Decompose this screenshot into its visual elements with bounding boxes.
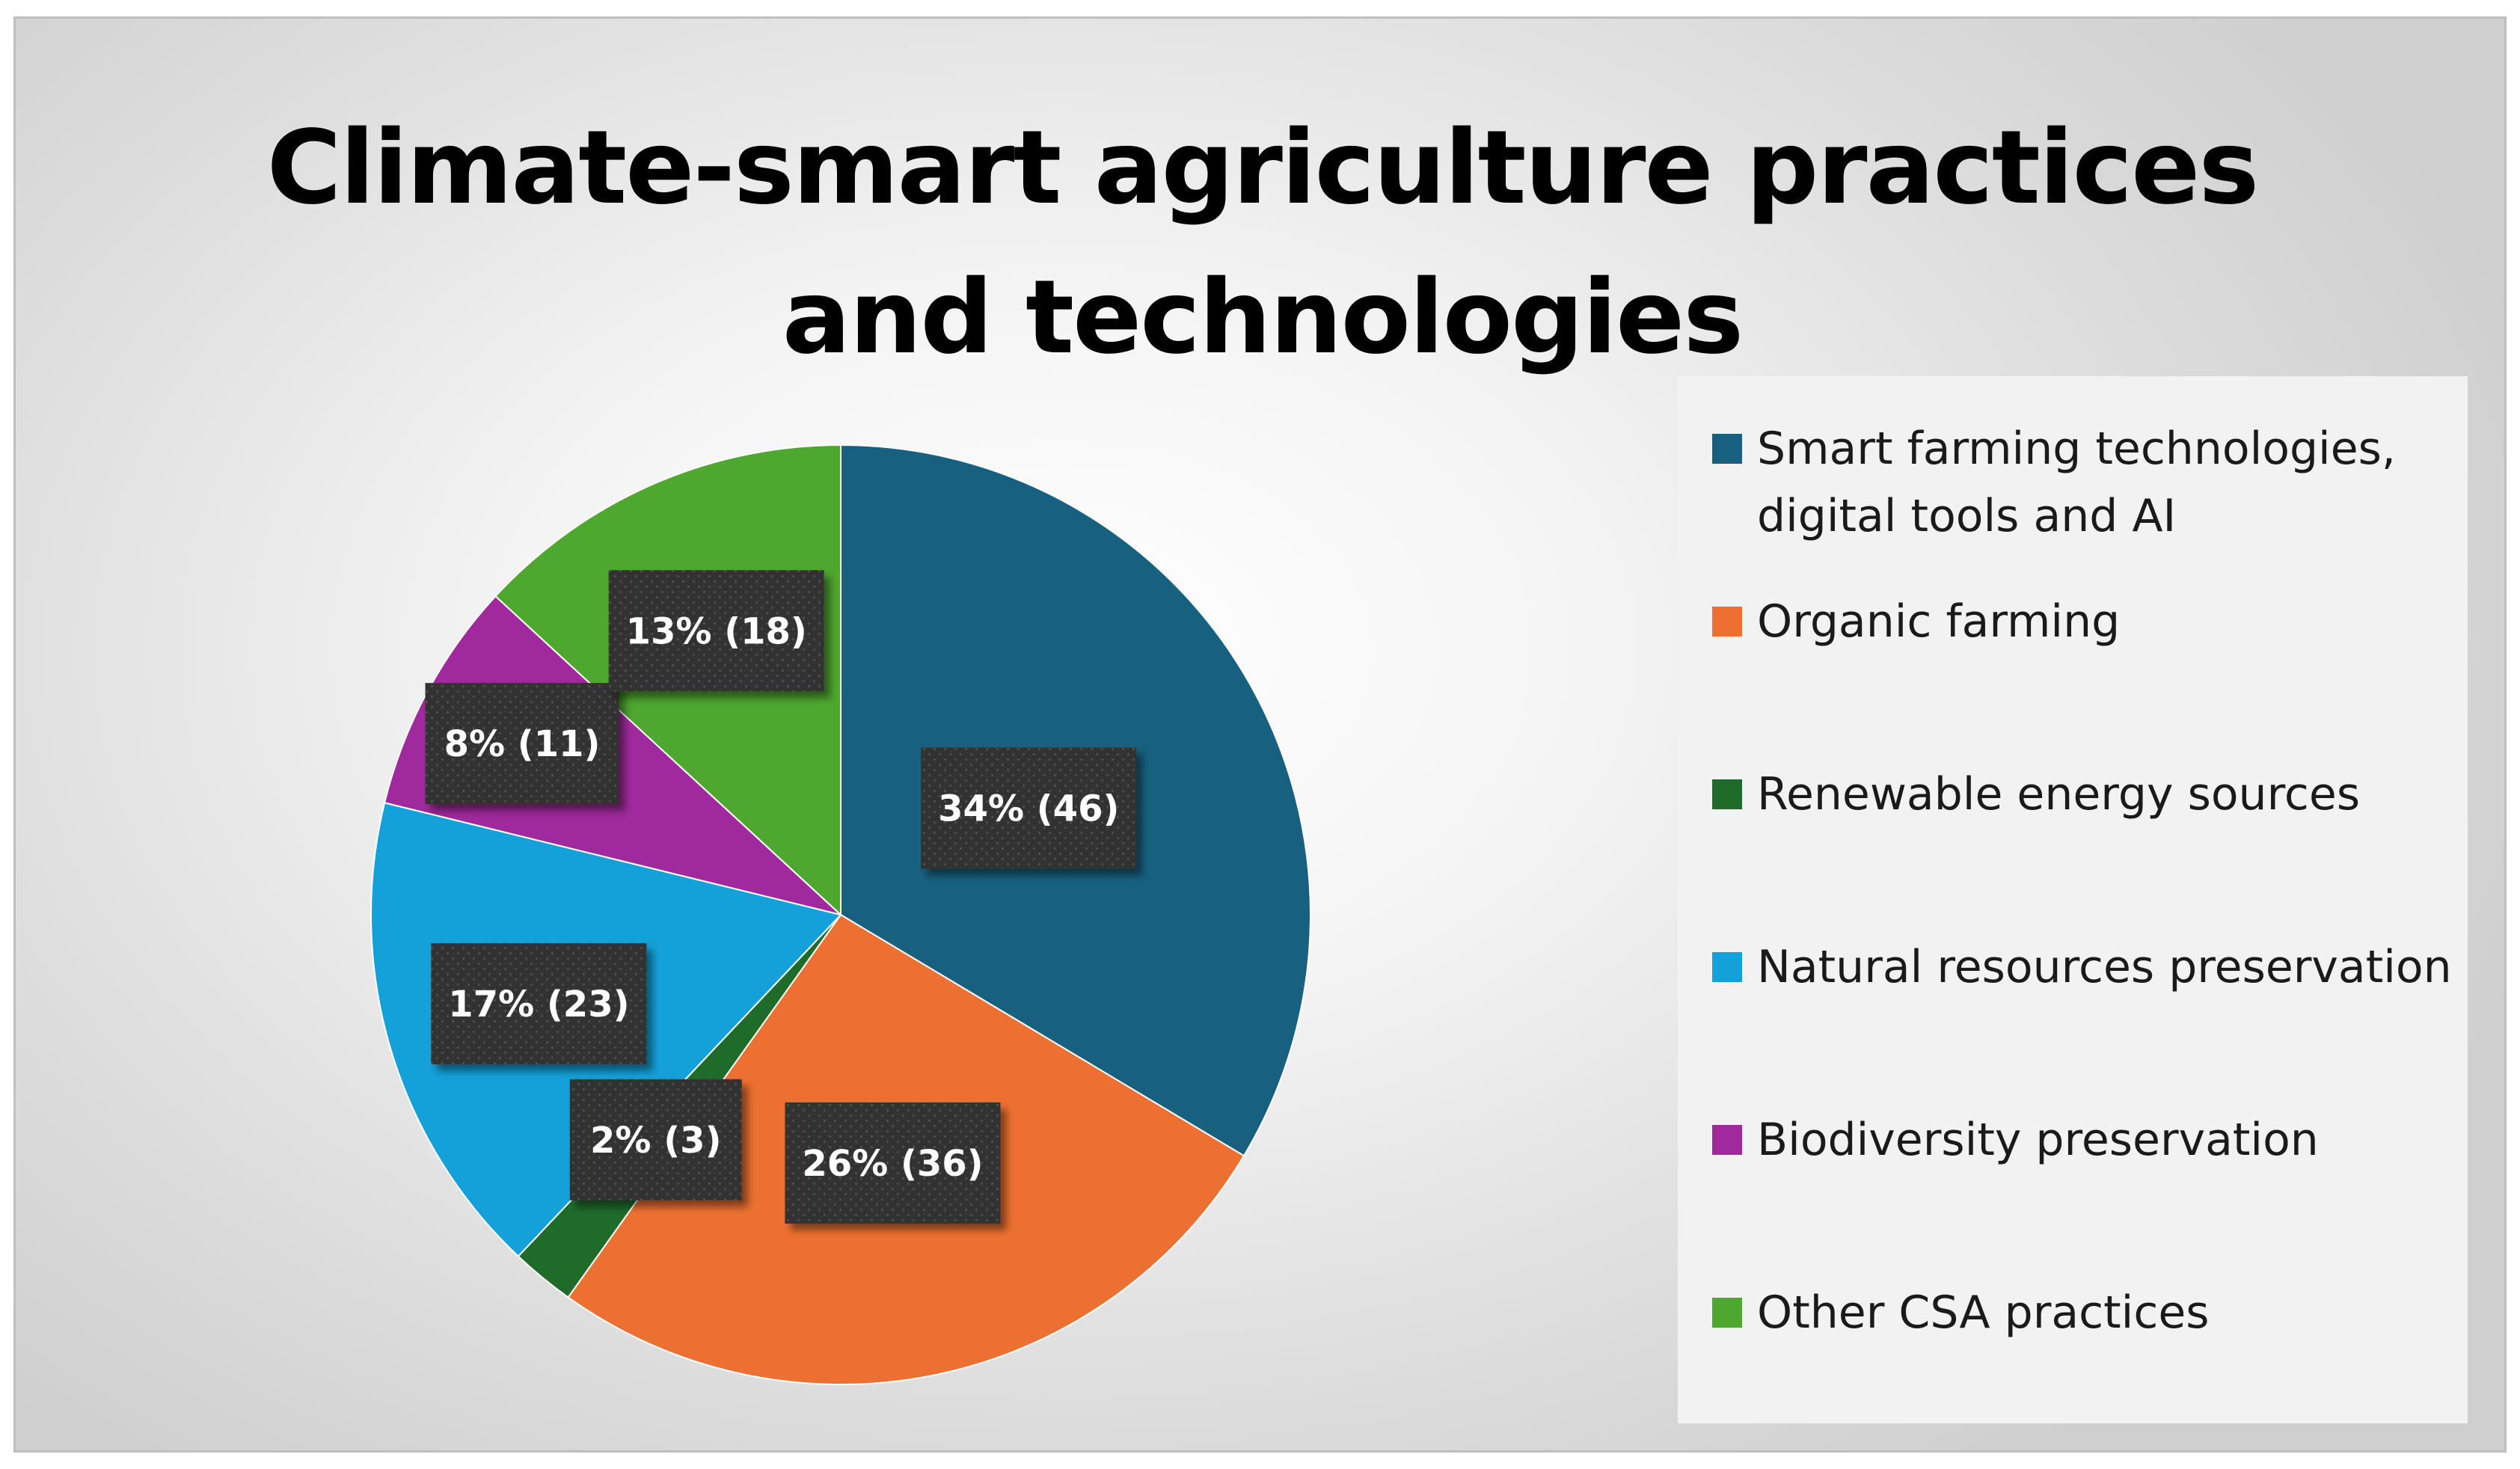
data-label-box (785, 1102, 1001, 1224)
pie-data-labels: 34% (46) 26% (36) 2% (3) 17% (23) 8% (11) 13%… (425, 570, 1137, 1224)
chart-title-line-2: and technologies (782, 259, 1744, 377)
data-label-text: 17% (23) (448, 984, 629, 1025)
legend-label: Natural resources preservation (1757, 941, 2452, 993)
data-label-box (608, 570, 824, 692)
data-label-text: 34% (46) (938, 788, 1119, 829)
legend-item-renewable-energy: Renewable energy sources (1712, 761, 2475, 828)
legend-swatch (1712, 607, 1742, 637)
data-label-text: 13% (18) (626, 610, 807, 652)
chart-frame: Climate-smart agriculture practices and … (13, 16, 2507, 1453)
data-label-4: 8% (11) (425, 683, 619, 805)
pie-chart: 34% (46) 26% (36) 2% (3) 17% (23) 8% (11) 13%… (370, 444, 1311, 1385)
data-label-3: 17% (23) (431, 942, 647, 1064)
data-label-5: 13% (18) (608, 570, 824, 692)
chart-legend: Smart farming technologies, digital tool… (1678, 376, 2468, 1423)
legend-swatch (1712, 779, 1742, 809)
legend-item-biodiversity: Biodiversity preservation (1712, 1106, 2475, 1174)
legend-label: Biodiversity preservation (1757, 1114, 2319, 1166)
data-label-text: 26% (36) (802, 1143, 983, 1185)
legend-item-other-csa: Other CSA practices (1712, 1279, 2475, 1346)
data-label-0: 34% (46) (921, 747, 1137, 869)
data-label-box (431, 942, 647, 1064)
legend-label: Smart farming technologies, digital tool… (1757, 423, 2396, 542)
legend-item-smart-farming: Smart farming technologies, digital tool… (1712, 415, 2475, 550)
legend-label: Organic farming (1757, 595, 2121, 648)
chart-title: Climate-smart agriculture practices and … (16, 93, 2504, 393)
chart-title-line-1: Climate-smart agriculture practices (266, 109, 2260, 227)
data-label-text: 8% (11) (444, 723, 601, 765)
data-label-box (425, 683, 619, 805)
data-label-box (569, 1079, 742, 1200)
data-label-box (921, 747, 1137, 869)
legend-swatch (1712, 1125, 1742, 1155)
legend-swatch (1712, 434, 1742, 464)
data-label-1: 26% (36) (785, 1102, 1001, 1224)
legend-swatch (1712, 1298, 1742, 1328)
data-label-2: 2% (3) (569, 1079, 742, 1200)
legend-item-organic-farming: Organic farming (1712, 588, 2475, 655)
legend-label: Renewable energy sources (1757, 768, 2361, 821)
legend-item-natural-resources: Natural resources preservation (1712, 933, 2475, 1001)
pie-slices (370, 444, 1311, 1385)
data-label-text: 2% (3) (590, 1120, 721, 1162)
legend-swatch (1712, 952, 1742, 982)
legend-label: Other CSA practices (1757, 1286, 2210, 1339)
